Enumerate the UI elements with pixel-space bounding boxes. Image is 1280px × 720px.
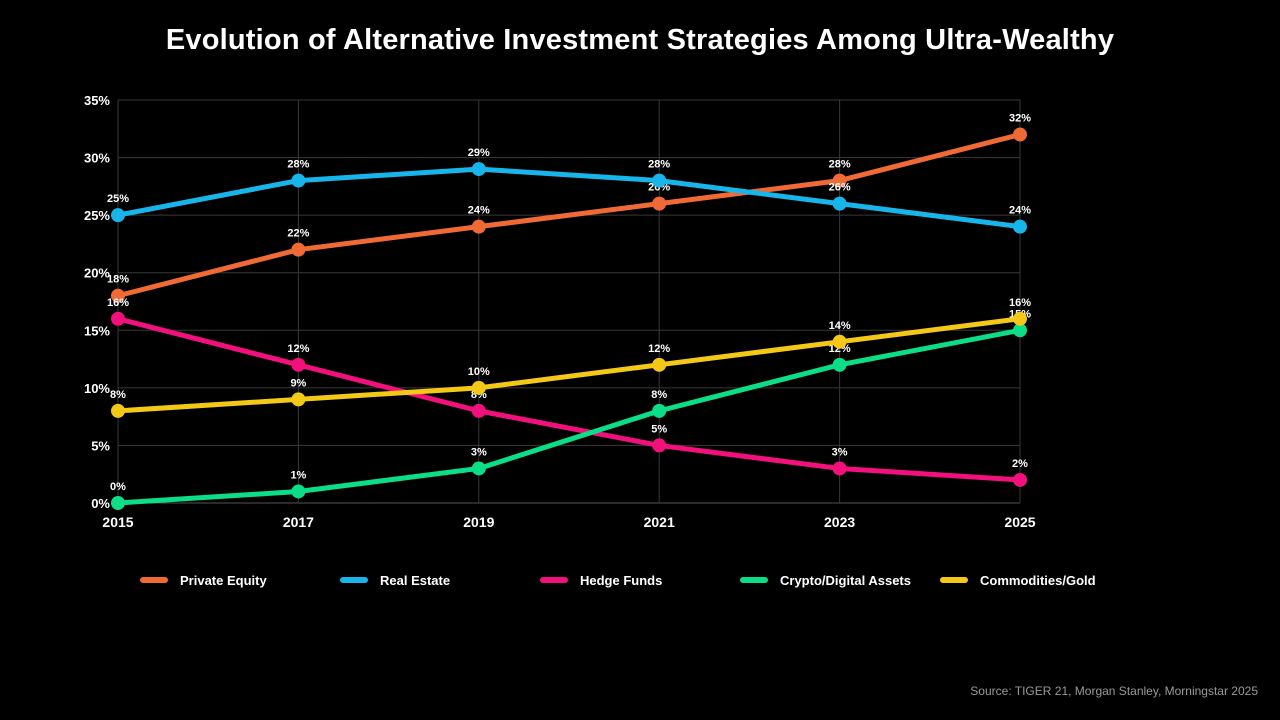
- data-point: [1013, 127, 1027, 142]
- data-label: 3%: [471, 446, 487, 458]
- data-point: [291, 484, 306, 499]
- legend-item: Real Estate: [340, 572, 450, 588]
- data-label: 12%: [287, 343, 309, 355]
- data-point: [832, 357, 847, 372]
- data-point: [832, 173, 847, 188]
- legend-label: Real Estate: [380, 572, 451, 588]
- data-point: [832, 461, 847, 476]
- data-point: [1013, 219, 1027, 234]
- data-label: 26%: [829, 182, 851, 194]
- series-line: [115, 327, 1023, 506]
- legend-swatch: [940, 577, 968, 583]
- data-point: [652, 196, 667, 211]
- data-label: 24%: [468, 205, 490, 217]
- data-point: [291, 392, 306, 407]
- x-tick-label: 2021: [644, 514, 675, 530]
- series-line: [115, 316, 1023, 414]
- data-label: 24%: [1009, 205, 1031, 217]
- y-tick-label: 35%: [84, 93, 110, 108]
- data-point: [652, 403, 667, 418]
- data-point: [291, 242, 306, 257]
- chart-title: Evolution of Alternative Investment Stra…: [165, 24, 1115, 56]
- data-point: [1013, 472, 1027, 487]
- data-point: [111, 311, 125, 326]
- data-label: 28%: [648, 159, 670, 171]
- data-point: [291, 357, 306, 372]
- data-point: [652, 438, 667, 453]
- legend-swatch: [540, 577, 568, 583]
- data-label: 22%: [287, 228, 309, 240]
- data-point: [471, 219, 486, 234]
- data-point: [111, 403, 125, 418]
- data-label: 0%: [110, 481, 126, 493]
- legend-label: Crypto/Digital Assets: [780, 572, 911, 588]
- y-tick-label: 5%: [91, 438, 110, 453]
- data-label: 29%: [468, 147, 490, 159]
- legend-label: Private Equity: [180, 572, 267, 588]
- data-point: [111, 208, 125, 223]
- source-note: Source: TIGER 21, Morgan Stanley, Mornin…: [970, 684, 1258, 698]
- data-point: [652, 357, 667, 372]
- data-point: [291, 173, 306, 188]
- legend-swatch: [140, 577, 168, 583]
- data-label: 28%: [829, 159, 851, 171]
- y-tick-label: 15%: [84, 323, 110, 338]
- legend-item: Commodities/Gold: [940, 572, 1096, 588]
- x-tick-label: 2023: [824, 514, 855, 530]
- data-label: 3%: [832, 446, 848, 458]
- data-point: [1013, 323, 1027, 338]
- data-label: 16%: [1009, 297, 1031, 309]
- y-tick-label: 30%: [84, 151, 110, 166]
- data-label: 14%: [829, 320, 851, 332]
- series-line: [115, 166, 1023, 230]
- y-tick-label: 25%: [84, 208, 110, 223]
- data-label: 1%: [290, 469, 306, 481]
- data-point: [1013, 311, 1027, 326]
- y-tick-label: 0%: [91, 496, 110, 511]
- legend-label: Commodities/Gold: [980, 572, 1096, 588]
- x-tick-label: 2025: [1004, 514, 1035, 530]
- data-point: [832, 334, 847, 349]
- x-tick-label: 2015: [102, 514, 133, 530]
- data-label: 16%: [107, 297, 129, 309]
- data-point: [471, 403, 486, 418]
- data-label: 8%: [651, 389, 667, 401]
- data-label: 12%: [648, 343, 670, 355]
- data-point: [471, 461, 486, 476]
- y-tick-label: 20%: [84, 266, 110, 281]
- legend-item: Crypto/Digital Assets: [740, 572, 911, 588]
- y-tick-label: 10%: [84, 381, 110, 396]
- legend-swatch: [740, 577, 768, 583]
- data-label: 18%: [107, 274, 129, 286]
- data-label: 25%: [107, 193, 129, 205]
- data-label: 8%: [110, 389, 126, 401]
- data-label: 32%: [1009, 113, 1031, 125]
- legend-item: Private Equity: [140, 572, 267, 588]
- data-label: 28%: [287, 159, 309, 171]
- series-line: [115, 316, 1023, 483]
- legend-swatch: [340, 577, 368, 583]
- legend-label: Hedge Funds: [580, 572, 663, 588]
- data-point: [111, 496, 125, 510]
- data-label: 9%: [290, 377, 306, 389]
- legend-item: Hedge Funds: [540, 572, 662, 588]
- data-label: 10%: [468, 366, 490, 378]
- data-label: 5%: [651, 423, 667, 435]
- data-label: 2%: [1012, 458, 1028, 470]
- data-point: [471, 380, 486, 395]
- data-point: [832, 196, 847, 211]
- x-tick-label: 2017: [283, 514, 314, 530]
- data-point: [111, 288, 125, 303]
- data-point: [471, 162, 486, 177]
- x-tick-label: 2019: [463, 514, 494, 530]
- data-point: [652, 173, 667, 188]
- series-line: [115, 132, 1023, 299]
